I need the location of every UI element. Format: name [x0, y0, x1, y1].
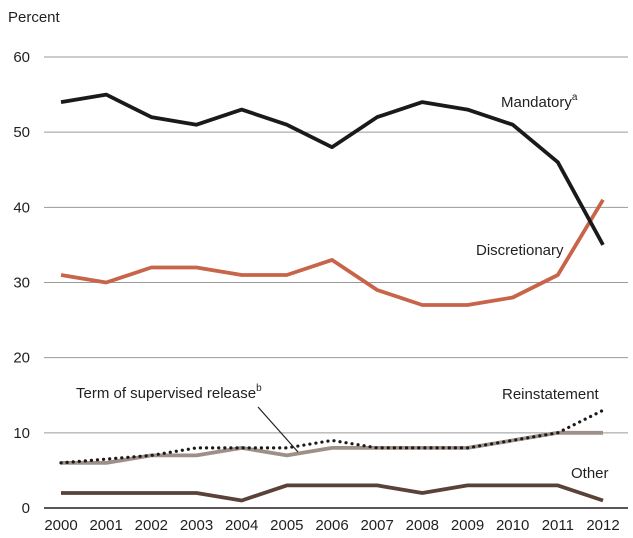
- y-tick-label: 10: [13, 425, 30, 442]
- y-tick-label: 20: [13, 350, 30, 367]
- y-axis-ticks: 0 10 20 30 40 50 60: [13, 49, 30, 517]
- y-tick-label: 40: [13, 199, 30, 216]
- x-tick-label: 2000: [44, 517, 77, 534]
- x-tick-label: 2012: [586, 517, 619, 534]
- x-tick-label: 2004: [225, 517, 258, 534]
- legend-label-other: Other: [571, 465, 609, 482]
- x-tick-label: 2001: [89, 517, 122, 534]
- series-lines: [59, 92, 605, 503]
- x-tick-label: 2006: [315, 517, 348, 534]
- annotation-leader-line: [257, 406, 299, 453]
- y-tick-label: 50: [13, 124, 30, 141]
- x-tick-label: 2002: [135, 517, 168, 534]
- x-tick-label: 2009: [451, 517, 484, 534]
- x-tick-label: 2003: [180, 517, 213, 534]
- legend-label-mandatory: Mandatorya: [501, 92, 578, 111]
- series-line-mandatory: [60, 92, 605, 246]
- x-tick-label: 2010: [496, 517, 529, 534]
- y-tick-label: 30: [13, 275, 30, 292]
- x-tick-label: 2007: [360, 517, 393, 534]
- legend-label-reinstatement: Reinstatement: [502, 386, 600, 403]
- series-line-discretionary: [60, 198, 605, 307]
- series-line-term: [59, 408, 605, 465]
- legend-label-discretionary: Discretionary: [476, 242, 564, 259]
- x-tick-label: 2008: [406, 517, 439, 534]
- legend-label-term-of-supervised-release: Term of supervised releaseb: [76, 383, 262, 402]
- series-line-other: [61, 483, 604, 503]
- y-axis-label: Percent: [8, 9, 61, 26]
- x-axis-ticks: 2000 2001 2002 2003 2004 2005 2006 2007 2008 2009…: [44, 517, 619, 534]
- gridlines: [44, 56, 628, 434]
- x-tick-label: 2011: [542, 517, 574, 534]
- y-tick-label: 0: [22, 500, 30, 517]
- y-tick-label: 60: [13, 49, 30, 66]
- x-tick-label: 2005: [270, 517, 303, 534]
